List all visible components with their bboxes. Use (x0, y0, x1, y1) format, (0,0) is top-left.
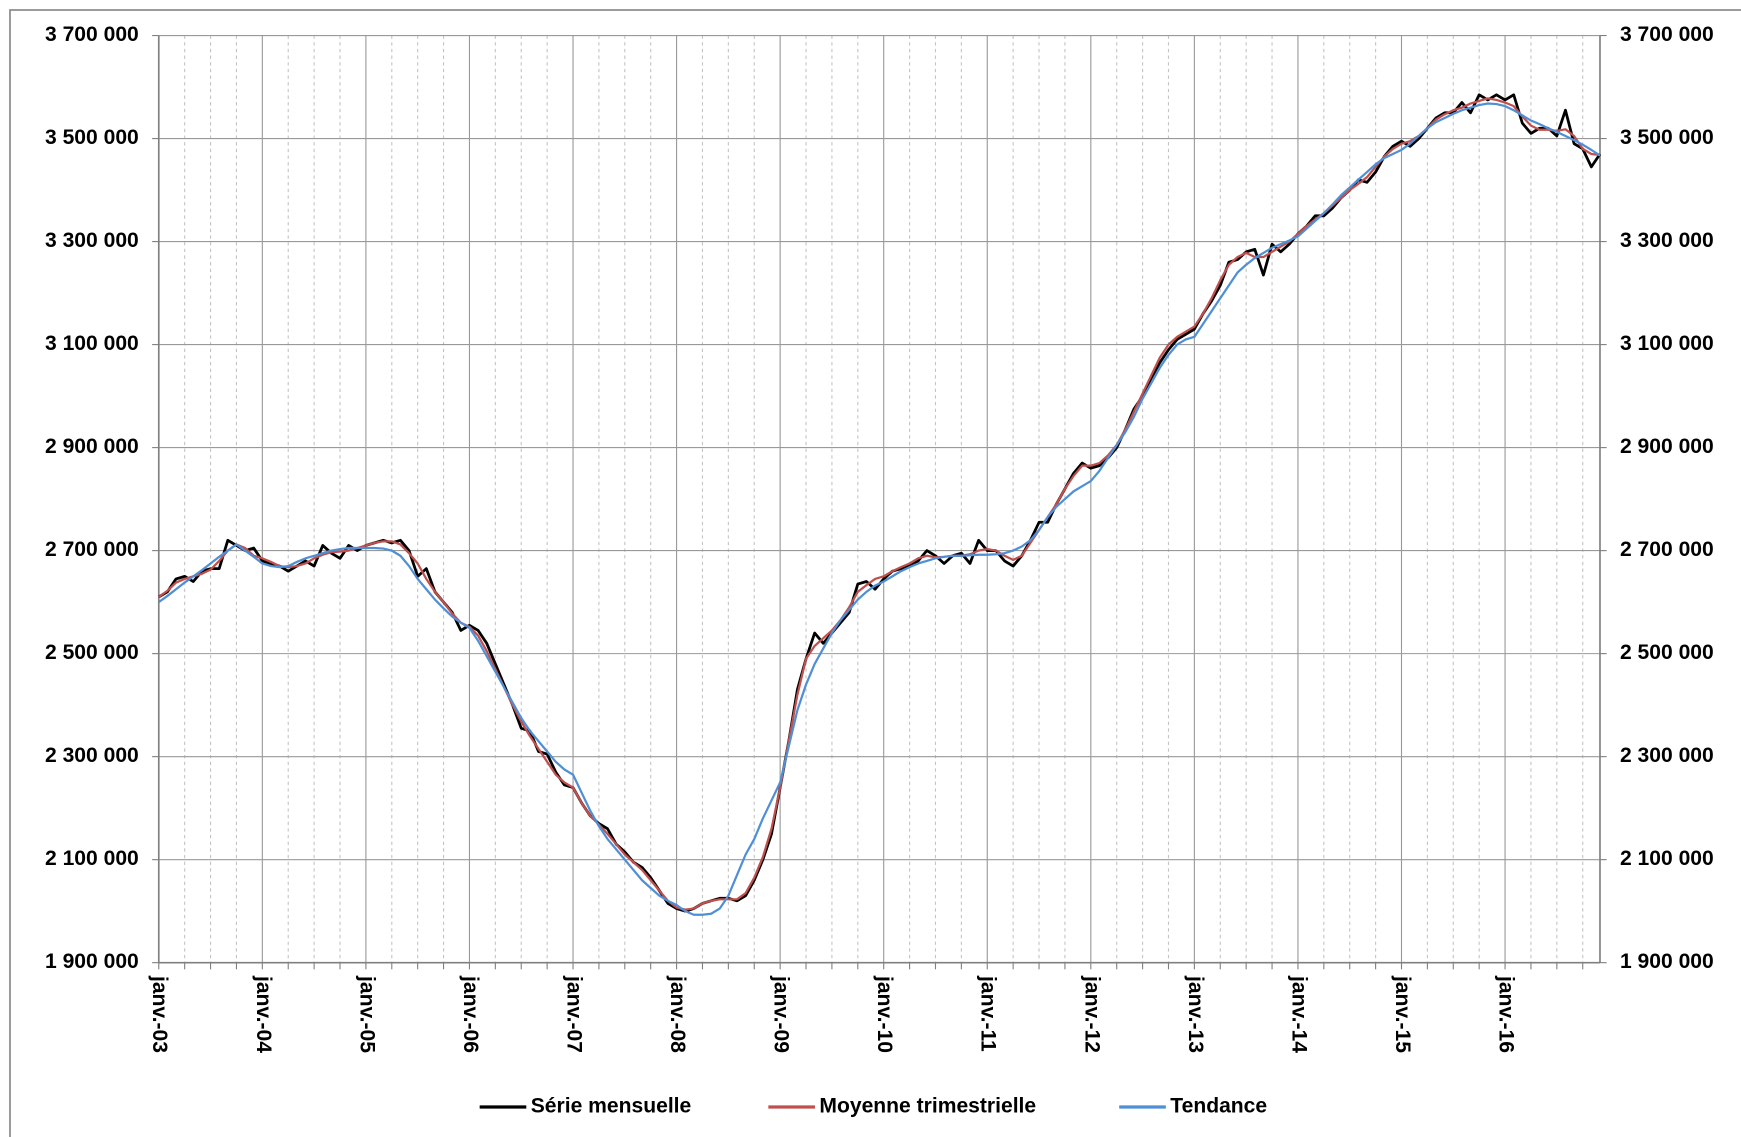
y2-tick-label: 2 700 000 (1620, 538, 1714, 561)
y-tick-label: 2 700 000 (45, 538, 139, 561)
legend: Série mensuelle Moyenne trimestrielle Tend… (479, 1095, 1267, 1118)
chart-frame (9, 9, 1741, 1137)
y2-tick-label: 1 900 000 (1620, 950, 1714, 973)
y2-tick-label: 3 100 000 (1620, 332, 1714, 355)
y2-tick-label: 3 300 000 (1620, 229, 1714, 252)
y-tick-label: 3 700 000 (45, 23, 139, 46)
grid (152, 34, 1607, 970)
x-tick-label: janv.-10 (873, 975, 896, 1053)
x-tick-label: janv.-12 (1080, 975, 1103, 1053)
x-tick-label: janv.-13 (1184, 975, 1207, 1053)
y-tick-label: 2 500 000 (45, 641, 139, 664)
x-tick-label: janv.-11 (977, 975, 1000, 1052)
x-tick-label: janv.-05 (355, 975, 378, 1053)
y-tick-label: 3 100 000 (45, 332, 139, 355)
x-tick-label: janv.-07 (562, 975, 585, 1053)
y2-tick-label: 2 500 000 (1620, 641, 1714, 664)
x-tick-label: janv.-15 (1391, 975, 1414, 1053)
axes: 1 900 000 2 100 000 2 300 000 2 500 000 2 70… (45, 23, 1714, 1053)
legend-label: Tendance (1170, 1095, 1267, 1118)
x-tick-label: janv.-09 (770, 975, 793, 1053)
y2-tick-label: 2 900 000 (1620, 435, 1714, 458)
y-tick-label: 2 100 000 (45, 847, 139, 870)
x-tick-label: janv.-03 (148, 975, 171, 1053)
y2-tick-label: 3 500 000 (1620, 126, 1714, 149)
legend-label: Série mensuelle (531, 1095, 692, 1118)
x-tick-label: janv.-14 (1287, 975, 1310, 1053)
series-line (158, 102, 1601, 916)
y2-tick-label: 2 100 000 (1620, 847, 1714, 870)
x-tick-label: janv.-16 (1494, 975, 1517, 1053)
series-line (158, 97, 1601, 911)
y-tick-label: 3 500 000 (45, 126, 139, 149)
x-tick-label: janv.-06 (459, 975, 482, 1053)
y-tick-label: 1 900 000 (45, 950, 139, 973)
y-tick-label: 3 300 000 (45, 229, 139, 252)
plot (158, 93, 1602, 916)
y2-tick-label: 3 700 000 (1620, 23, 1714, 46)
x-tick-label: janv.-08 (666, 975, 689, 1053)
y-tick-label: 2 900 000 (45, 435, 139, 458)
x-tick-label: janv.-04 (252, 975, 275, 1053)
y2-tick-label: 2 300 000 (1620, 744, 1714, 767)
y-tick-label: 2 300 000 (45, 744, 139, 767)
legend-label: Moyenne trimestrielle (819, 1095, 1036, 1118)
